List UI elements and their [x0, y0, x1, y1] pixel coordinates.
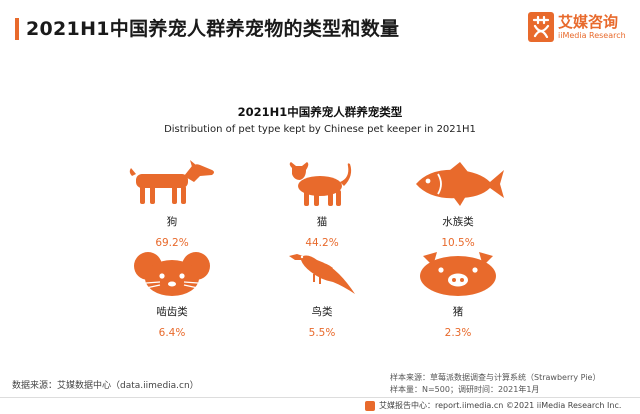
pet-percentage: 10.5% — [441, 237, 475, 249]
pet-item-fish: 水族类 10.5% — [398, 160, 518, 249]
sample-info: 样本来源：草莓派数据调查与计算系统（Strawberry Pie） 样本量：N=… — [390, 372, 600, 396]
pet-item-bird: 鸟类 5.5% — [262, 250, 382, 339]
footer-logo-icon — [365, 401, 375, 411]
pig-icon — [420, 252, 496, 296]
pet-label: 水族类 — [442, 216, 474, 228]
page-title: 2021H1中国养宠人群养宠物的类型和数量 — [26, 18, 400, 40]
pet-percentage: 69.2% — [155, 237, 189, 249]
footer: 艾媒报告中心：report.iimedia.cn ©2021 iiMedia R… — [0, 398, 640, 414]
pet-label: 啮齿类 — [156, 306, 188, 318]
pet-percentage: 2.3% — [444, 327, 472, 339]
footer-text: 艾媒报告中心：report.iimedia.cn ©2021 iiMedia R… — [379, 401, 622, 410]
pet-item-rodent: 啮齿类 6.4% — [112, 250, 232, 339]
cat-icon — [289, 162, 352, 206]
pet-percentage: 5.5% — [308, 327, 336, 339]
data-source: 数据来源：艾媒数据中心（data.iimedia.cn） — [12, 381, 199, 391]
sample-size: 样本量：N=500；调研时间：2021年1月 — [390, 385, 540, 394]
pet-label: 猪 — [452, 306, 464, 318]
pet-percentage: 6.4% — [158, 327, 186, 339]
chart-subtitle: Distribution of pet type kept by Chinese… — [164, 124, 476, 135]
pet-label: 狗 — [166, 216, 178, 228]
sample-source: 样本来源：草莓派数据调查与计算系统（Strawberry Pie） — [390, 373, 601, 382]
pet-item-dog: 狗 69.2% — [112, 160, 232, 249]
rodent-icon — [134, 252, 210, 296]
logo-chinese-text: 艾媒咨询 — [558, 13, 619, 31]
footer-divider — [0, 397, 640, 398]
dog-icon — [129, 160, 214, 204]
pet-label: 鸟类 — [311, 306, 333, 318]
fish-icon — [416, 162, 504, 206]
logo-english-text: iiMedia Research — [558, 31, 626, 40]
chart-title: 2021H1中国养宠人群养宠类型 — [237, 105, 403, 119]
brand-logo: 艾媒咨询 iiMedia Research — [528, 8, 632, 48]
pet-label: 猫 — [316, 216, 328, 228]
bird-icon — [289, 254, 355, 294]
pet-percentage: 44.2% — [305, 237, 339, 249]
pet-item-pig: 猪 2.3% — [398, 250, 518, 339]
logo-mark-icon — [528, 12, 554, 42]
title-accent-bar — [15, 18, 19, 40]
header: 2021H1中国养宠人群养宠物的类型和数量 艾媒咨询 iiMedia Resea… — [0, 0, 640, 54]
pet-item-cat: 猫 44.2% — [262, 160, 382, 249]
